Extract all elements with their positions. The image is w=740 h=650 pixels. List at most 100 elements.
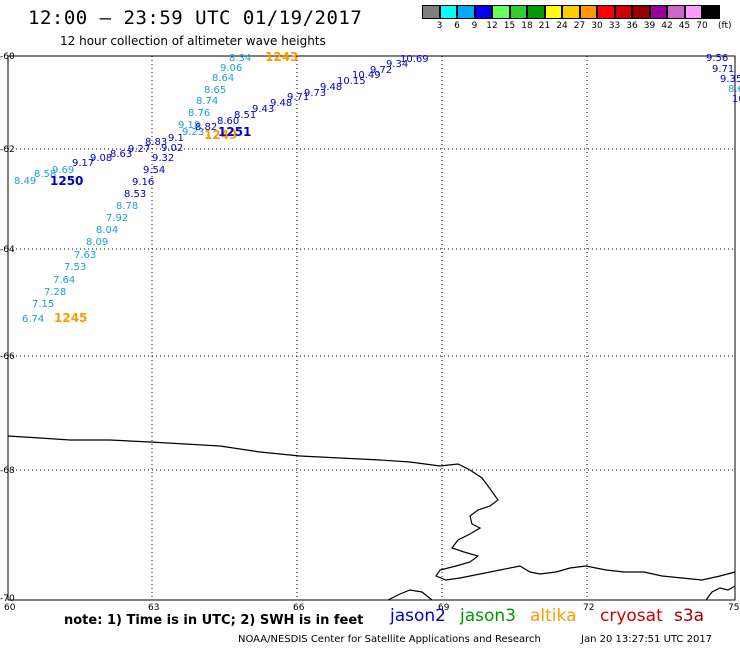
swh-label: 10.15 (337, 76, 366, 87)
color-scale-label: 3 (436, 21, 443, 31)
legend-altika: altika (530, 606, 577, 626)
swh-label: 8.6 (728, 84, 740, 95)
color-scale-swatch (527, 5, 545, 19)
footer-note: note: 1) Time is in UTC; 2) SWH is in fe… (64, 613, 364, 628)
swh-label: 9.16 (132, 177, 154, 188)
swh-label: 7.28 (44, 287, 66, 298)
swh-label: 9.71 (287, 92, 309, 103)
color-scale-swatch (457, 5, 475, 19)
graticule (8, 56, 735, 600)
lat-tick-label: -68 (0, 466, 15, 476)
swh-label: 8.53 (124, 189, 146, 200)
legend-s3a: s3a (674, 606, 705, 626)
color-scale-swatch (649, 5, 667, 19)
swh-label: 8.49 (14, 176, 36, 187)
page-subtitle: 12 hour collection of altimeter wave hei… (60, 34, 326, 48)
color-scale-swatch (597, 5, 615, 19)
page-title: 12:00 – 23:59 UTC 01/19/2017 (28, 7, 363, 29)
swh-label: 8.74 (196, 96, 218, 107)
color-scale-label: 33 (608, 21, 621, 31)
swh-label: 10 (732, 94, 740, 105)
footer-timestamp: Jan 20 13:27:51 UTC 2017 (581, 634, 713, 645)
swh-label: 8.64 (212, 73, 234, 84)
swh-label: 9.73 (304, 88, 326, 99)
swh-label: 9.34 (386, 59, 408, 70)
swh-label: 7.53 (64, 262, 86, 273)
swh-label: 9.54 (143, 165, 165, 176)
swh-label: 8.34 (229, 53, 251, 64)
color-scale-label: 21 (538, 21, 551, 31)
swh-label: 6.74 (22, 314, 44, 325)
swh-label: 8.51 (234, 110, 256, 121)
color-scale-swatch (562, 5, 580, 19)
swh-label: 7.64 (53, 275, 75, 286)
legend-jason2: jason2 (390, 606, 446, 626)
swh-label: 9.56 (706, 53, 728, 64)
swh-label: 8.83 (145, 137, 167, 148)
color-scale-swatch (492, 5, 510, 19)
coastline-segment (705, 585, 736, 601)
lon-tick-label: 75 (728, 603, 740, 613)
color-scale-label: 12 (486, 21, 498, 31)
lat-tick-label: -60 (0, 52, 15, 62)
color-scale-label: 70 (696, 21, 708, 31)
color-scale-swatch (632, 5, 650, 19)
map-frame-border (7, 55, 736, 601)
swh-label: 9.1 (168, 133, 184, 144)
footer-credit: NOAA/NESDIS Center for Satellite Applica… (238, 634, 541, 645)
lat-tick-label: -66 (0, 352, 15, 362)
swh-label: 8.58 (34, 169, 56, 180)
swh-label: 8.82 (195, 122, 217, 133)
swh-label: 8.04 (96, 225, 118, 236)
color-scale-label: 39 (643, 21, 656, 31)
color-scale-swatch (579, 5, 597, 19)
time-label: 1243 (265, 50, 298, 64)
lon-tick-label: 66 (293, 603, 305, 613)
swh-label: 9.08 (90, 153, 112, 164)
color-scale-label: 15 (503, 21, 516, 31)
color-scale-swatch (439, 5, 457, 19)
swh-label: 9.32 (152, 153, 174, 164)
satellite-tracks: 6.74 7.157.287.64 7.537.63 8.098.047.928.78… (14, 50, 740, 325)
time-label: 1251 (218, 125, 251, 139)
color-scale-label: 9 (471, 21, 478, 31)
swh-label: 9.72 (370, 65, 392, 76)
color-scale-swatch (702, 5, 720, 19)
swh-label: 9.18 (178, 120, 200, 131)
legend-cryosat: cryosat (600, 606, 663, 626)
lon-tick-label: 60 (4, 603, 16, 613)
lon-tick-label: 69 (438, 603, 450, 613)
swh-label: 9.48 (320, 82, 342, 93)
color-scale-swatch (684, 5, 702, 19)
swh-label: 9.06 (220, 63, 242, 74)
color-scale-swatch (422, 5, 440, 19)
color-scale-swatch (667, 5, 685, 19)
swh-label: 9.35 (720, 74, 740, 85)
swh-label: 9.43 (252, 104, 274, 115)
swh-label: 8.63 (110, 149, 132, 160)
swh-label: 7.92 (106, 213, 128, 224)
color-scale-label: 45 (678, 21, 691, 31)
swh-label: 9.71 (712, 64, 734, 75)
lon-tick-label: 72 (583, 603, 595, 613)
time-label: 1245 (54, 311, 87, 325)
swh-label: 9.17 (72, 158, 94, 169)
lat-tick-label: -62 (0, 145, 15, 155)
swh-label: 8.78 (116, 201, 138, 212)
swh-label: 7.15 (32, 299, 54, 310)
swh-label: 10.69 (400, 54, 429, 65)
color-scale-label: 36 (626, 21, 638, 31)
color-scale-label: 24 (556, 21, 568, 31)
time-label: 1249 (204, 128, 237, 142)
legend-jason3: jason3 (460, 606, 516, 626)
coastline-segment (387, 589, 433, 601)
swh-label: 8.76 (188, 108, 210, 119)
swh-label: 9.69 (52, 165, 74, 176)
swh-label: 8.09 (86, 237, 108, 248)
color-scale-label: 30 (591, 21, 603, 31)
color-scale-label: 6 (454, 21, 460, 31)
color-scale-swatch (474, 5, 492, 19)
color-scale-swatch (509, 5, 527, 19)
color-scale-swatch (614, 5, 632, 19)
swh-label: 9.23 (182, 127, 204, 138)
